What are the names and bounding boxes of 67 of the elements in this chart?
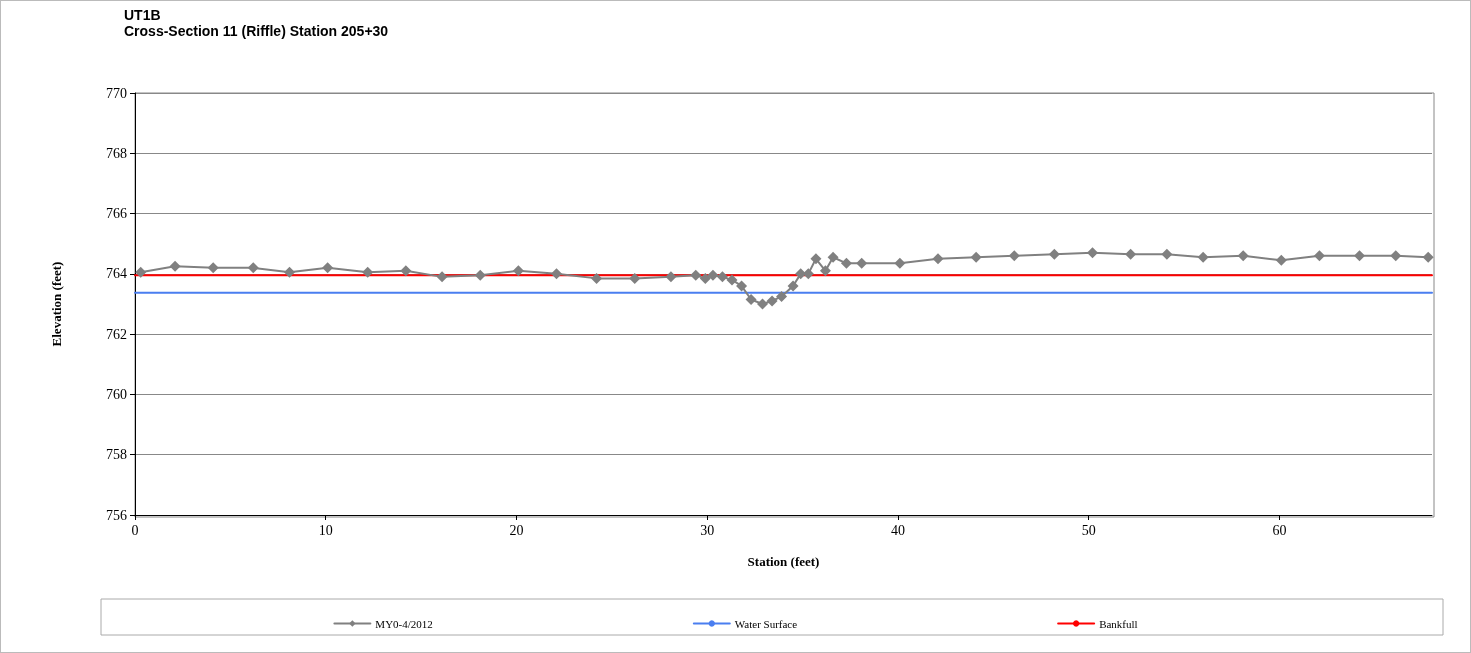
- legend-label: Water Surface: [734, 617, 798, 630]
- point: [810, 253, 822, 265]
- x-tick-label: 20: [509, 522, 524, 538]
- point: [894, 257, 906, 269]
- legend-label: MY0-4/2012: [375, 617, 433, 630]
- point: [207, 262, 219, 274]
- point: [135, 266, 147, 278]
- x-axis-title: Station (feet): [747, 554, 820, 569]
- point: [776, 290, 788, 302]
- x-tick-label: 50: [1081, 522, 1096, 538]
- point: [827, 251, 839, 263]
- y-tick-label: 768: [106, 145, 127, 161]
- point: [1008, 250, 1020, 262]
- point: [856, 257, 868, 269]
- point: [970, 251, 982, 263]
- point: [169, 260, 181, 272]
- point: [474, 269, 486, 281]
- chart-subtitle: Cross-Section 11 (Riffle) Station 205+30: [124, 23, 389, 39]
- point: [716, 271, 728, 283]
- point: [1354, 250, 1366, 262]
- point: [1048, 248, 1060, 260]
- y-tick-label: 756: [106, 507, 127, 523]
- point: [1237, 250, 1249, 262]
- point: [665, 271, 677, 283]
- point: [757, 298, 769, 310]
- chart-title: UT1B: [124, 7, 161, 23]
- point: [591, 272, 603, 284]
- point: [766, 295, 778, 307]
- point: [362, 266, 374, 278]
- point: [1125, 248, 1137, 260]
- y-tick-label: 758: [106, 447, 127, 463]
- point: [726, 274, 738, 286]
- point: [819, 265, 831, 277]
- point: [247, 262, 259, 274]
- point: [1275, 254, 1287, 266]
- point: [690, 269, 702, 281]
- point: [322, 262, 334, 274]
- y-axis-title: Elevation (feet): [49, 261, 64, 347]
- point: [787, 280, 799, 292]
- point: [400, 265, 412, 277]
- x-tick-label: 10: [318, 522, 333, 538]
- legend-label: Bankfull: [1099, 617, 1138, 630]
- x-tick-label: 60: [1272, 522, 1287, 538]
- x-tick-label: 30: [700, 522, 715, 538]
- point: [436, 271, 448, 283]
- point: [699, 272, 711, 284]
- y-tick-label: 760: [106, 386, 127, 402]
- y-tick-label: 770: [106, 85, 127, 101]
- x-tick-label: 40: [890, 522, 905, 538]
- point: [1422, 251, 1434, 263]
- point: [932, 253, 944, 265]
- point: [736, 280, 748, 292]
- y-tick-label: 764: [106, 266, 127, 282]
- point: [840, 257, 852, 269]
- point: [551, 268, 563, 280]
- x-tick-label: 0: [131, 522, 139, 538]
- y-tick-label: 762: [106, 326, 127, 342]
- point: [745, 293, 757, 305]
- point: [1161, 248, 1173, 260]
- point: [707, 269, 719, 281]
- point: [1197, 251, 1209, 263]
- point: [629, 272, 641, 284]
- point: [512, 265, 524, 277]
- point: [1313, 250, 1325, 262]
- point: [1390, 250, 1402, 262]
- point: [284, 266, 295, 278]
- y-tick-label: 766: [106, 206, 127, 222]
